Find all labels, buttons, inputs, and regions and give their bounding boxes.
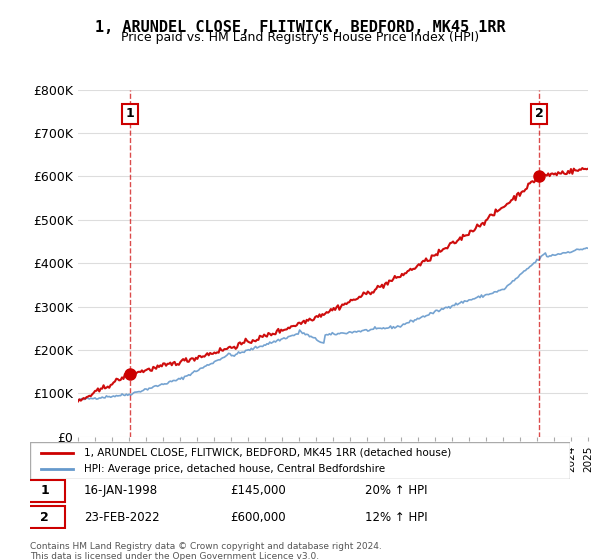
Text: 2: 2 bbox=[535, 108, 544, 120]
Text: 1, ARUNDEL CLOSE, FLITWICK, BEDFORD, MK45 1RR (detached house): 1, ARUNDEL CLOSE, FLITWICK, BEDFORD, MK4… bbox=[84, 447, 451, 458]
Text: 2: 2 bbox=[40, 511, 49, 524]
Text: £145,000: £145,000 bbox=[230, 484, 286, 497]
Text: HPI: Average price, detached house, Central Bedfordshire: HPI: Average price, detached house, Cent… bbox=[84, 464, 385, 474]
FancyBboxPatch shape bbox=[25, 506, 65, 528]
Text: 20% ↑ HPI: 20% ↑ HPI bbox=[365, 484, 427, 497]
Text: 1: 1 bbox=[125, 108, 134, 120]
Text: £600,000: £600,000 bbox=[230, 511, 286, 524]
Text: 23-FEB-2022: 23-FEB-2022 bbox=[84, 511, 160, 524]
FancyBboxPatch shape bbox=[30, 442, 570, 479]
Text: 1, ARUNDEL CLOSE, FLITWICK, BEDFORD, MK45 1RR: 1, ARUNDEL CLOSE, FLITWICK, BEDFORD, MK4… bbox=[95, 20, 505, 35]
Text: 16-JAN-1998: 16-JAN-1998 bbox=[84, 484, 158, 497]
Text: Contains HM Land Registry data © Crown copyright and database right 2024.
This d: Contains HM Land Registry data © Crown c… bbox=[30, 542, 382, 560]
FancyBboxPatch shape bbox=[25, 480, 65, 502]
Text: 1: 1 bbox=[40, 484, 49, 497]
Text: Price paid vs. HM Land Registry's House Price Index (HPI): Price paid vs. HM Land Registry's House … bbox=[121, 31, 479, 44]
Text: 12% ↑ HPI: 12% ↑ HPI bbox=[365, 511, 427, 524]
